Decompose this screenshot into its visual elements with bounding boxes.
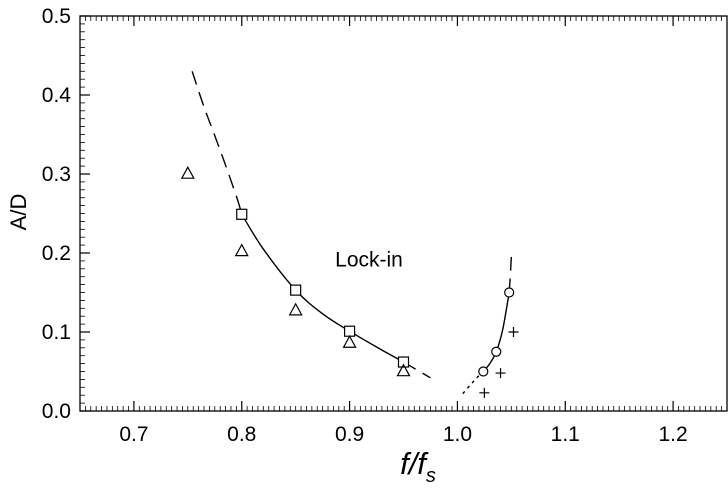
marker-square xyxy=(397,356,410,368)
marker-triangle xyxy=(180,165,195,179)
curves-group xyxy=(191,71,513,395)
y-tick-label: 0.0 xyxy=(42,400,71,423)
marker-triangle xyxy=(288,302,303,316)
y-axis-label: A/D xyxy=(6,194,31,231)
x-axis-label-sub: s xyxy=(426,465,436,487)
x-tick-label: 0.7 xyxy=(119,423,148,446)
marker-triangle xyxy=(342,335,357,348)
marker-triangle xyxy=(234,243,249,257)
marker-plus xyxy=(508,327,519,337)
x-tick-label: 0.8 xyxy=(227,423,256,446)
marker-circle xyxy=(478,366,489,377)
tick-labels-group: 0.7 0.8 0.9 1.0 1.1 1.2 0.0 0.1 0.2 0.3 0.4 0.5 xyxy=(42,5,688,446)
x-tick-label: 1.0 xyxy=(443,423,472,446)
marker-triangle xyxy=(396,363,411,377)
markers-group xyxy=(180,165,519,398)
fit-curve-dotted xyxy=(462,370,484,395)
marker-square xyxy=(343,325,356,337)
x-tick-label: 1.2 xyxy=(658,423,687,446)
marker-plus xyxy=(479,387,490,398)
annotation-lock-in: Lock-in xyxy=(335,248,403,271)
marker-square xyxy=(236,208,248,220)
fit-curve-solid xyxy=(241,213,404,363)
plot-frame xyxy=(79,15,728,412)
y-tick-label: 0.2 xyxy=(42,242,71,265)
x-axis-label-main: f/f xyxy=(400,446,429,481)
y-tick-label: 0.4 xyxy=(42,84,72,107)
y-tick-label: 0.1 xyxy=(42,321,71,344)
ticks-group xyxy=(79,15,728,412)
marker-circle xyxy=(504,287,515,298)
marker-square xyxy=(290,284,302,296)
y-tick-label: 0.5 xyxy=(42,5,71,28)
x-tick-label: 0.9 xyxy=(335,423,364,446)
fit-curve-dashed xyxy=(191,71,243,215)
fit-curve-dashed xyxy=(508,256,513,293)
marker-plus xyxy=(495,368,506,379)
x-axis-label: f/fs xyxy=(400,446,436,487)
fit-curve-solid xyxy=(482,292,510,372)
x-tick-label: 1.1 xyxy=(551,423,580,446)
marker-circle xyxy=(491,346,502,357)
y-tick-label: 0.3 xyxy=(42,163,71,186)
